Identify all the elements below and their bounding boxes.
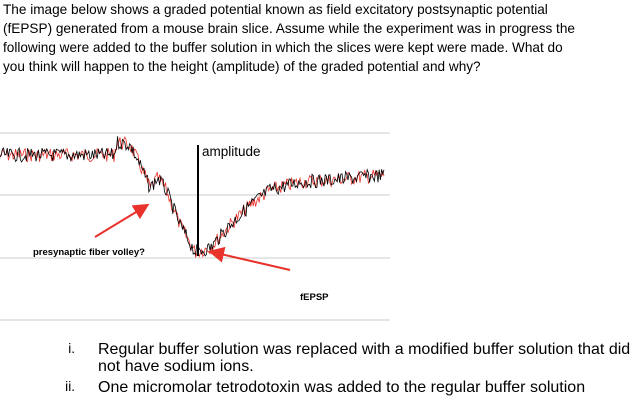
question-line: you think will happen to the height (amp…: [3, 59, 481, 74]
option-text: One micromolar tetrodotoxin was added to…: [98, 379, 586, 396]
question-line: following were added to the buffer solut…: [3, 40, 563, 55]
figure: amplitude presynaptic fiber volley? fEPS…: [0, 132, 390, 321]
volley-label: presynaptic fiber volley?: [33, 247, 145, 258]
arrow: [94, 203, 150, 238]
fepsp-label: fEPSP: [300, 292, 329, 303]
option-marker: i.: [68, 341, 75, 356]
option-text: Regular buffer solution was replaced wit…: [98, 341, 631, 375]
question-line: The image below shows a graded potential…: [3, 2, 548, 17]
arrow: [208, 246, 291, 271]
trace: [0, 136, 385, 259]
option-marker: ii.: [65, 379, 75, 394]
traces: [0, 136, 385, 259]
amplitude-label: amplitude: [202, 144, 261, 159]
question-line: (fEPSP) generated from a mouse brain sli…: [3, 21, 575, 36]
trace: [0, 136, 385, 257]
